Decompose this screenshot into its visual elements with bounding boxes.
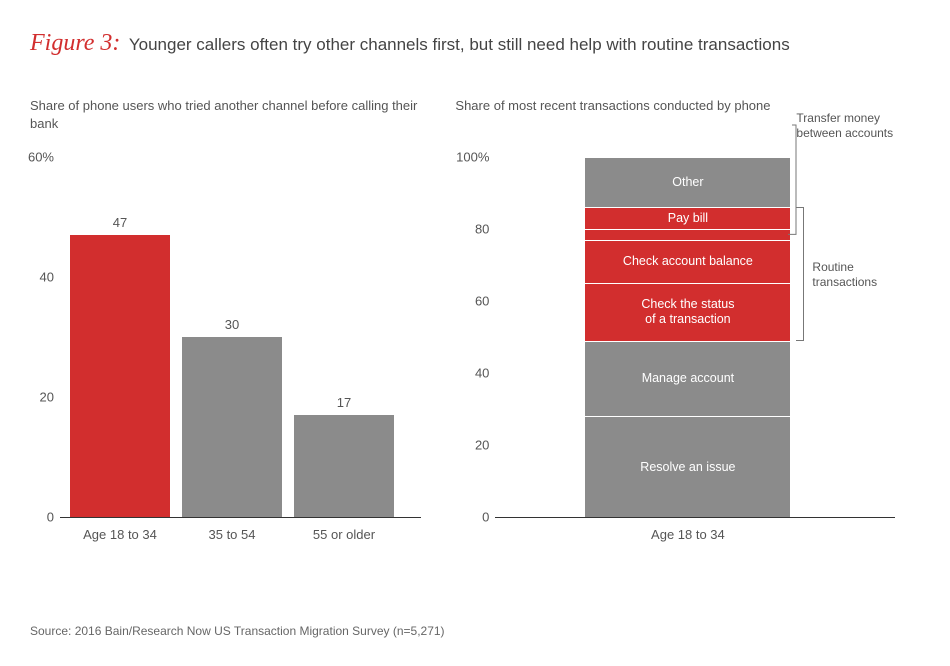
stacked-segment: Check account balance: [585, 240, 790, 283]
bar: 30: [182, 337, 282, 517]
x-tick-label: 35 to 54: [209, 527, 256, 542]
charts-row: Share of phone users who tried another c…: [30, 97, 920, 517]
segment-label: Check account balance: [623, 254, 753, 269]
segment-label: Check the status of a transaction: [641, 297, 734, 327]
y-tick-label: 40: [475, 366, 489, 381]
bar-value-label: 47: [113, 215, 127, 230]
segment-label: Other: [672, 175, 703, 190]
bar-value-label: 17: [337, 395, 351, 410]
left-plot: 0204060%47Age 18 to 343035 to 541755 or …: [60, 157, 415, 517]
bar: 47: [70, 235, 170, 517]
x-tick-label: Age 18 to 34: [651, 527, 725, 542]
x-axis: [60, 517, 421, 519]
y-tick-label: 60%: [28, 150, 54, 165]
bar-value-label: 30: [225, 317, 239, 332]
figure-title: Younger callers often try other channels…: [129, 35, 790, 54]
segment-label: Manage account: [642, 371, 734, 386]
stacked-segment: Manage account: [585, 341, 790, 417]
left-chart-title: Share of phone users who tried another c…: [30, 97, 425, 133]
routine-bracket: [796, 207, 804, 340]
source-text: Source: 2016 Bain/Research Now US Transa…: [30, 624, 445, 638]
y-tick-label: 100%: [456, 150, 489, 165]
x-tick-label: 55 or older: [313, 527, 375, 542]
stacked-segment: Other: [585, 157, 790, 207]
bar: 17: [294, 415, 394, 517]
stacked-segment: Resolve an issue: [585, 416, 790, 517]
y-tick-label: 80: [475, 222, 489, 237]
right-chart: Share of most recent transactions conduc…: [455, 97, 920, 517]
x-tick-label: Age 18 to 34: [83, 527, 157, 542]
routine-callout: Routine transactions: [812, 260, 892, 290]
x-axis: [495, 517, 895, 519]
right-plot: 020406080100%OtherPay billCheck account …: [495, 157, 895, 517]
segment-label: Pay bill: [668, 211, 708, 226]
transfer-callout: Transfer moneybetween accounts: [796, 111, 893, 141]
left-chart: Share of phone users who tried another c…: [30, 97, 425, 517]
stacked-segment: Check the status of a transaction: [585, 283, 790, 341]
stacked-segment: Pay bill: [585, 207, 790, 229]
y-tick-label: 60: [475, 294, 489, 309]
y-tick-label: 40: [40, 270, 54, 285]
y-tick-label: 0: [47, 510, 54, 525]
figure-header: Figure 3: Younger callers often try othe…: [30, 30, 920, 57]
figure-number: Figure 3:: [30, 30, 120, 56]
y-tick-label: 20: [40, 390, 54, 405]
y-tick-label: 20: [475, 438, 489, 453]
stacked-segment: [585, 229, 790, 240]
segment-label: Resolve an issue: [640, 460, 735, 475]
y-tick-label: 0: [482, 510, 489, 525]
